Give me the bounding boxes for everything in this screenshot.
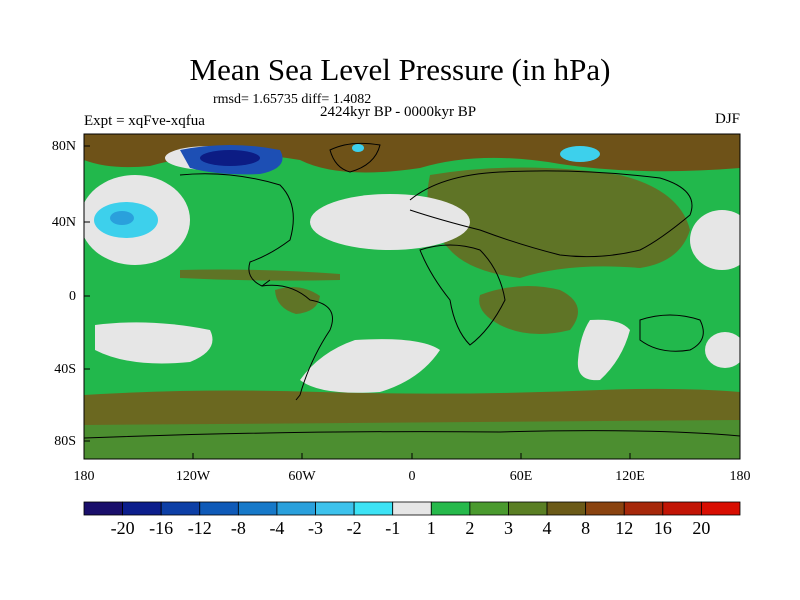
period-label: 2424kyr BP - 0000kyr BP (320, 104, 477, 120)
lat-label-80n: 80N (51, 139, 76, 154)
colorbar-box (237, 501, 278, 516)
colorbar-box (662, 501, 702, 516)
colorbar (83, 501, 741, 516)
field-gray-natlantic (310, 194, 470, 250)
stats-label: rmsd= 1.65735 diff= 1.4082 (213, 92, 372, 107)
field-greenland-low (352, 144, 364, 152)
coast-north-america (179, 173, 294, 287)
colorbar-box (430, 501, 471, 516)
colorbar-label: 1 (426, 518, 436, 538)
colorbar-box (353, 501, 394, 516)
colorbar-box (199, 501, 239, 516)
map-title: Mean Sea Level Pressure (in hPa) (189, 52, 611, 87)
colorbar-box (276, 501, 316, 516)
lon-label-120w: 120W (175, 469, 211, 484)
colorbar-label: -4 (269, 518, 285, 538)
colorbar-box (469, 501, 509, 516)
field-africa (479, 286, 578, 334)
lon-label-120e: 120E (615, 469, 645, 484)
colorbar-label: 20 (692, 518, 711, 538)
colorbar-label: -16 (149, 518, 174, 538)
lat-label-0: 0 (69, 289, 76, 304)
colorbar-label: -3 (308, 518, 324, 538)
coast-greenland (329, 142, 381, 173)
field-eurasia (427, 167, 690, 278)
experiment-label: Expt = xqFve-xqfua (84, 113, 205, 129)
lat-label-40n: 40N (51, 215, 76, 230)
colorbar-label: 12 (615, 518, 634, 538)
axis-ticks (83, 145, 741, 459)
colorbar-box (701, 501, 741, 516)
colorbar-label: -20 (110, 518, 135, 538)
field-aleutian-core (110, 211, 134, 225)
lat-label-80s: 80S (54, 434, 76, 449)
colorbar-box (546, 501, 587, 516)
colorbar-label: 4 (542, 518, 552, 538)
colorbar-label: 8 (581, 518, 591, 538)
colorbar-label: -8 (230, 518, 246, 538)
field-siberia-low (560, 146, 600, 162)
colorbar-box (508, 501, 548, 516)
coast-africa (419, 244, 506, 346)
lon-label-180w: 180 (73, 469, 95, 484)
colorbar-box (315, 501, 355, 516)
colorbar-label: 16 (653, 518, 672, 538)
field-arctic (84, 134, 740, 173)
colorbar-label: 3 (503, 518, 513, 538)
season-label: DJF (714, 111, 740, 127)
lon-label-60e: 60E (509, 469, 533, 484)
coastlines (84, 142, 740, 439)
pressure-field (84, 134, 740, 459)
coast-australia (639, 314, 704, 352)
field-amazon (275, 287, 320, 314)
colorbar-label: 2 (465, 518, 475, 538)
colorbar-box (623, 501, 664, 516)
colorbar-label: -2 (346, 518, 362, 538)
lat-label-40s: 40S (54, 362, 76, 377)
field-gray-sindian (577, 319, 630, 381)
colorbar-label: -1 (385, 518, 401, 538)
field-gray-spacific (95, 322, 213, 364)
colorbar-box (83, 501, 123, 516)
lon-label-0: 0 (408, 469, 416, 484)
colorbar-box (160, 501, 201, 516)
coast-antarctica (84, 430, 740, 439)
coast-south-america (261, 284, 333, 401)
colorbar-box (122, 501, 162, 516)
lon-label-180e: 180 (729, 469, 751, 484)
lon-label-60w: 60W (288, 469, 316, 484)
colorbar-box (392, 501, 432, 516)
field-gray-wpacific (690, 210, 740, 270)
colorbar-label: -12 (187, 518, 212, 538)
field-gray-satlantic (300, 339, 440, 393)
field-arctic-low-core (200, 150, 260, 166)
field-itcz (180, 269, 340, 281)
colorbar-box (585, 501, 625, 516)
coast-eurasia (409, 170, 693, 258)
field-antarctic (84, 420, 740, 459)
field-gray-tasman (705, 332, 740, 368)
